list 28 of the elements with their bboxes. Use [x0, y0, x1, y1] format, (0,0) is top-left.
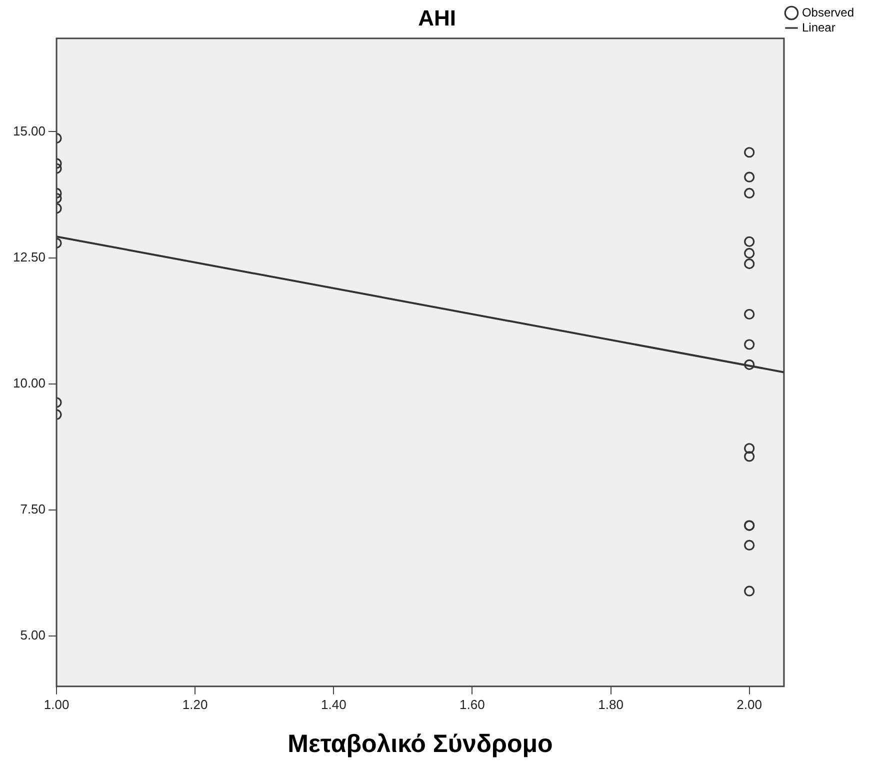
point [744, 308, 755, 320]
point [744, 258, 755, 270]
y-tick-label: 10.00 [12, 375, 46, 390]
legend-label: Observed [802, 5, 854, 20]
y-tick-label: 12.50 [12, 249, 46, 264]
point [744, 586, 755, 596]
x-tick-label: 2.00 [736, 696, 762, 712]
point [744, 188, 755, 199]
x-tick-label: 1.40 [320, 696, 346, 712]
y-tick-label: 5.00 [20, 628, 46, 643]
point [744, 172, 755, 182]
x-tick-label: 1.60 [460, 696, 485, 712]
point [744, 248, 755, 259]
y-tick-label: 7.50 [20, 501, 46, 516]
point [744, 359, 755, 370]
legend-label: Linear [802, 20, 836, 34]
point [744, 540, 755, 550]
point [744, 236, 755, 247]
x-tick-label: 1.00 [44, 696, 70, 712]
x-tick-label: 1.20 [182, 696, 208, 712]
point [744, 443, 755, 454]
point [744, 451, 755, 462]
x-axis-title: Μεταβολικό Σύνδρομο [288, 730, 553, 758]
point [744, 339, 755, 350]
chart-title: AHI [418, 5, 456, 30]
y-tick-label: 15.00 [12, 123, 46, 138]
x-tick-label: 1.80 [598, 696, 624, 712]
point [744, 147, 755, 158]
